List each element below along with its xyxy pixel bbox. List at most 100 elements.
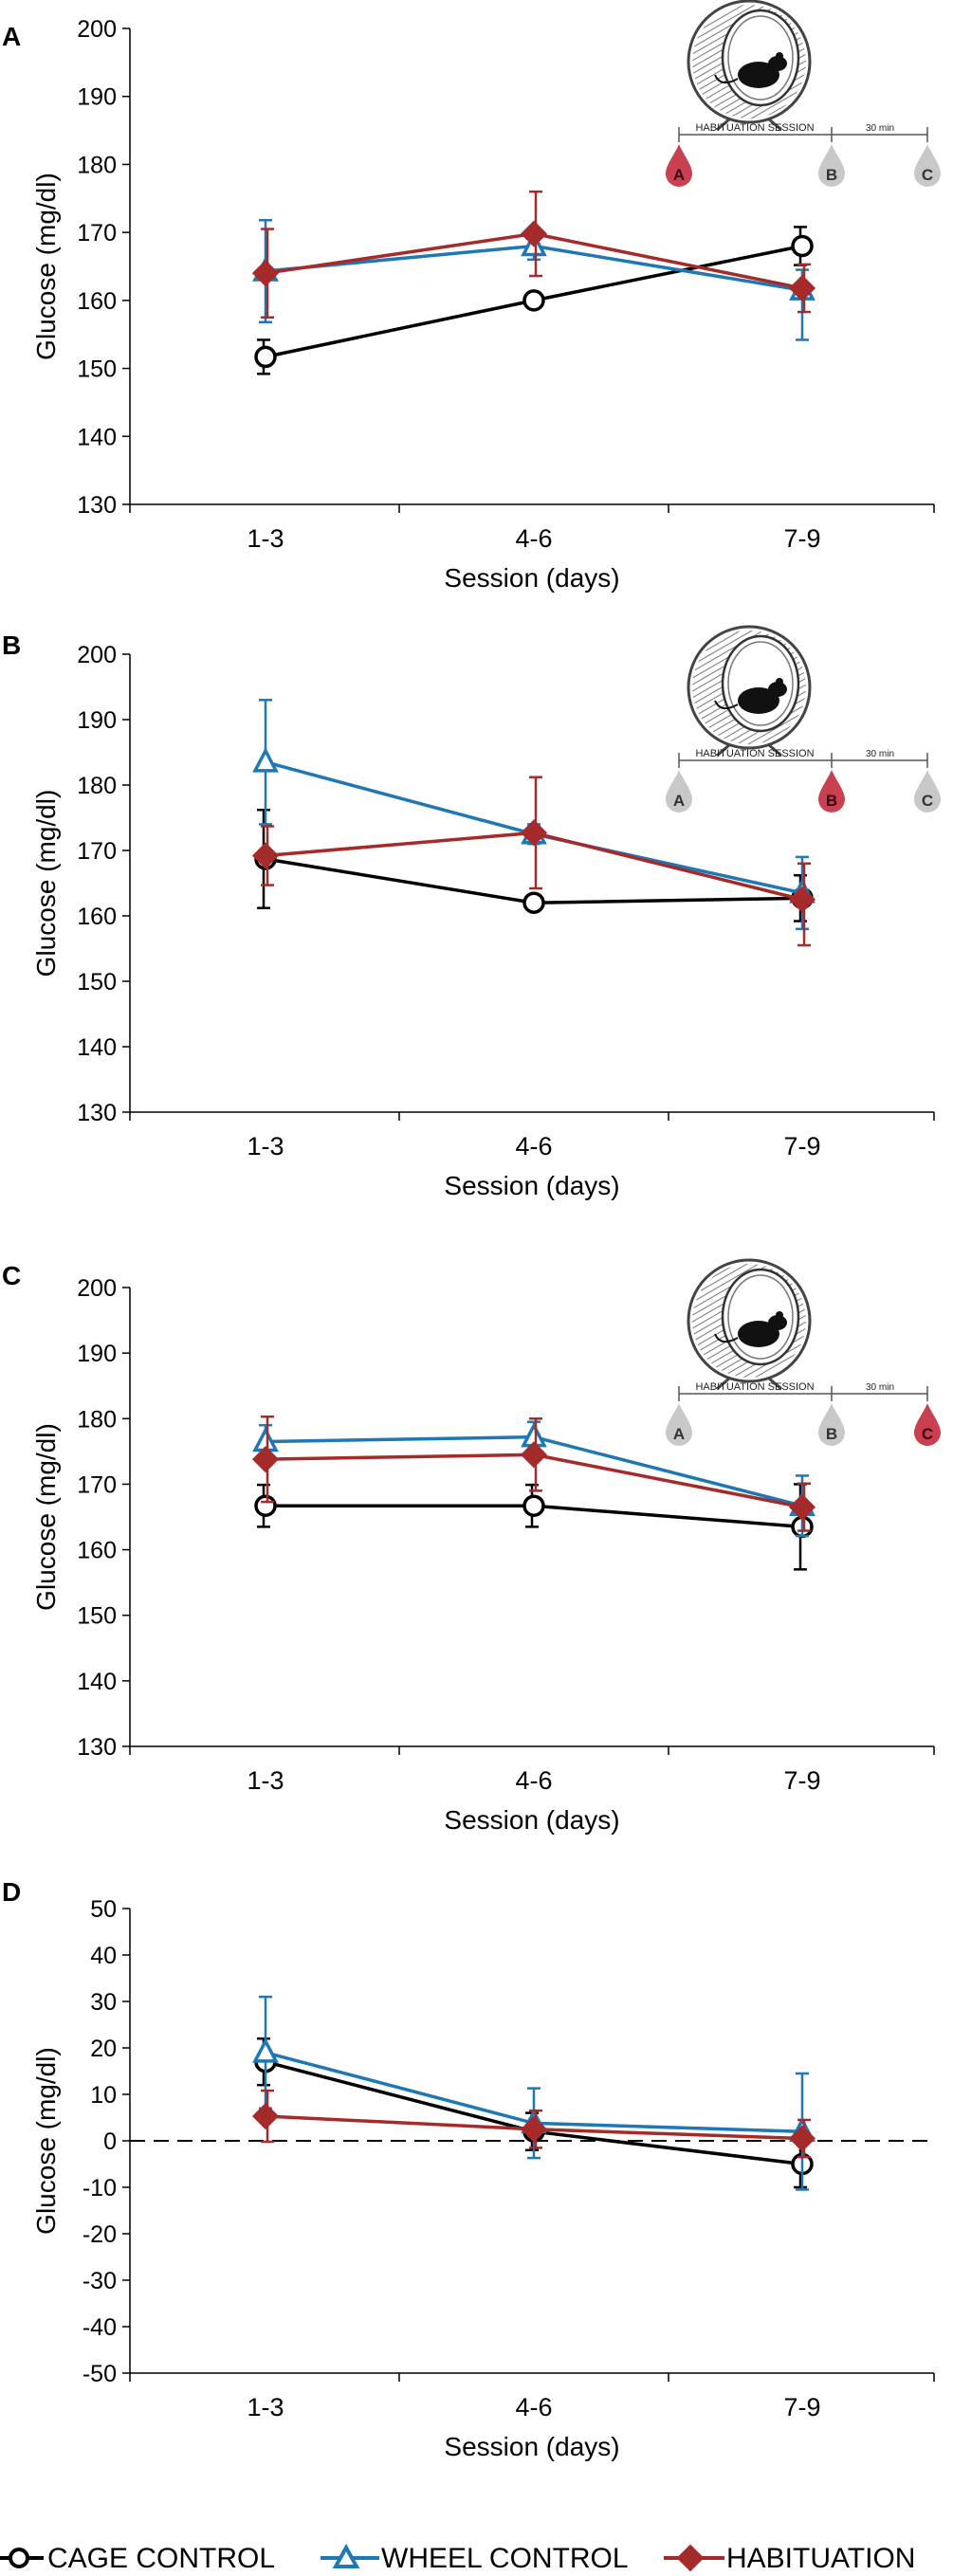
mouse-icon [714,678,787,714]
blood-drop-icon [666,770,692,813]
x-tick-label: 4-6 [515,524,552,553]
series-wheel [252,1420,816,1538]
drop-letter: A [673,792,685,810]
drop-letter: A [673,1425,685,1443]
y-tick-label: 190 [77,707,117,734]
y-tick-label: 150 [77,1603,117,1630]
series-wheel [252,1995,816,2191]
x-tick-label: 4-6 [515,1132,552,1160]
series-habituation [251,2089,816,2159]
session-label: HABITUATION SESSION [695,748,814,759]
y-tick-label: -50 [82,2361,117,2387]
running-wheel-icon [687,1258,812,1391]
drop-letter: C [922,166,933,184]
data-point-wheel [252,2037,279,2063]
panel-letter: B [2,630,21,660]
interval-label: 30 min [866,1382,894,1393]
data-point-habituation [788,886,816,913]
y-tick-label: 40 [90,1943,117,1969]
legend-wheel: WHEEL CONTROL [321,2543,629,2573]
legend-habituation-marker [676,2544,705,2572]
data-point-wheel [252,747,279,773]
y-tick-label: 160 [77,904,117,930]
y-tick-label: -30 [82,2268,117,2294]
data-point-habituation [520,2115,548,2143]
panel-letter: D [2,1877,21,1907]
data-point-habituation [788,1493,816,1521]
interval-label: 30 min [866,749,894,759]
mouse-icon [714,1311,787,1347]
protocol-inset: HABITUATION SESSION 30 min A B C [666,1258,941,1446]
protocol-inset: HABITUATION SESSION 30 min A B C [666,625,941,813]
y-tick-label: -10 [82,2175,117,2201]
series-habituation [251,776,816,947]
drop-letter: B [826,792,837,810]
y-tick-label: 20 [90,2036,117,2062]
data-point-habituation [788,2125,816,2152]
running-wheel-icon [687,0,812,132]
data-point-cage [254,1494,277,1517]
legend-cage-marker [9,2548,29,2568]
session-label: HABITUATION SESSION [695,122,814,134]
drop-letter: C [922,1425,933,1443]
legend-cage: CAGE CONTROL [0,2543,275,2573]
data-point-habituation [520,220,548,247]
drop-letter: A [673,166,685,184]
data-point-habituation [251,1446,280,1473]
y-tick-label: 200 [77,16,117,43]
y-tick-label: 180 [77,152,117,178]
drop-letter: C [922,792,933,810]
mouse-icon [714,52,787,88]
x-tick-label: 4-6 [515,2393,552,2421]
y-tick-label: 130 [77,1734,117,1761]
x-axis-label: Session (days) [444,563,619,593]
chart-panel-c: C 130 140 150 160 170 180 190 200 Glucose (mg/dl)… [2,1261,935,1835]
charts: A 130 140 150 160 170 180 190 200 Glucose (mg/dl)… [2,0,941,2461]
x-tick-label: 1-3 [247,1132,284,1160]
y-tick-label: 130 [77,1100,117,1126]
x-tick-label: 1-3 [247,524,284,553]
y-tick-label: 190 [77,84,117,111]
y-tick-label: 160 [77,288,117,315]
blood-drop-icon [818,144,845,187]
x-tick-label: 7-9 [783,1132,820,1160]
y-tick-label: 170 [77,1471,117,1498]
interval-label: 30 min [866,123,894,134]
y-tick-label: 170 [77,220,117,247]
y-axis-label: Glucose (mg/dl) [31,2047,61,2235]
y-tick-label: 170 [77,838,117,865]
blood-drop-active-icon [914,1403,941,1446]
blood-drop-active-icon [818,770,845,813]
y-tick-label: 30 [90,1989,117,2016]
chart-panel-b: B 130 140 150 160 170 180 190 200 Glucose (mg/dl)… [2,630,935,1200]
legend-wheel-marker [332,2543,360,2568]
x-axis-label: Session (days) [444,1805,619,1835]
blood-drop-icon [666,1403,692,1446]
y-tick-label: 190 [77,1341,117,1367]
y-tick-label: 50 [90,1896,117,1923]
y-tick-label: 160 [77,1538,117,1564]
x-tick-label: 7-9 [783,2393,820,2421]
y-axis-label: Glucose (mg/dl) [31,1423,61,1611]
data-point-habituation [251,260,280,287]
legend: CAGE CONTROL WHEEL CONTROL HABITUATION [0,2543,915,2573]
session-label: HABITUATION SESSION [695,1381,814,1393]
x-tick-label: 1-3 [247,2393,284,2421]
y-tick-label: 200 [77,1275,117,1302]
blood-drop-icon [914,770,941,813]
y-tick-label: 180 [77,1406,117,1433]
series-habituation [251,190,816,320]
y-tick-label: 150 [77,969,117,996]
y-tick-label: 180 [77,773,117,799]
data-point-cage [522,891,545,914]
y-tick-label: 140 [77,1669,117,1695]
blood-drop-active-icon [666,144,692,187]
data-point-cage [522,289,545,312]
y-tick-label: 140 [77,424,117,450]
x-tick-label: 7-9 [783,1766,820,1795]
data-point-habituation [520,1441,548,1469]
blood-drop-icon [818,1403,845,1446]
legend-habituation-label: HABITUATION [726,2543,915,2573]
x-tick-label: 4-6 [515,1766,552,1795]
y-tick-label: -20 [82,2221,117,2248]
